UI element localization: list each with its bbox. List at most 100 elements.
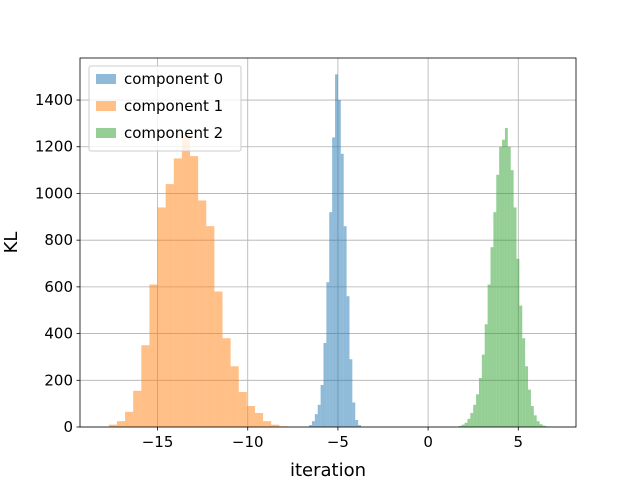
histogram-bar [513, 207, 517, 427]
histogram-bar [332, 137, 336, 427]
histogram-bar [530, 405, 534, 427]
y-tick-label: 1200 [35, 138, 73, 156]
histogram-bar [165, 184, 174, 427]
legend-label: component 2 [124, 124, 223, 142]
histogram-bar [309, 425, 312, 427]
y-tick-label: 600 [44, 278, 73, 296]
histogram-bar [314, 414, 318, 427]
histogram-bar [340, 153, 344, 427]
histogram-bar [504, 128, 508, 427]
histogram-bar [329, 212, 333, 427]
histogram-bar [125, 411, 134, 427]
histogram-bar [116, 421, 126, 427]
histogram-bar [467, 418, 471, 427]
legend: component 0 component 1 component 2 [88, 65, 242, 152]
histogram-bar [173, 158, 182, 427]
x-tick-label: 0 [423, 433, 433, 451]
histogram-bar [343, 226, 347, 427]
histogram-bar [214, 291, 223, 427]
histogram-bar [484, 324, 488, 427]
legend-swatch [96, 128, 116, 138]
series-2-bars [458, 128, 552, 428]
histogram-bar [487, 284, 491, 427]
histogram-bar [510, 170, 514, 428]
histogram-bar [481, 354, 485, 427]
histogram-bar [542, 425, 546, 427]
histogram-bar [461, 424, 465, 427]
y-tick-label: 400 [44, 325, 73, 343]
x-axis-ticks: −15 −10 −5 0 5 [142, 427, 523, 451]
histogram-bar [263, 421, 272, 427]
legend-label: component 1 [124, 97, 223, 115]
y-tick-label: 1000 [35, 184, 73, 202]
y-tick-label: 800 [44, 231, 73, 249]
histogram-bar [149, 284, 158, 427]
histogram-bar [335, 74, 338, 428]
histogram-bar [528, 389, 531, 427]
histogram-bar [478, 377, 482, 427]
y-tick-label: 200 [44, 371, 73, 389]
histogram-bar [317, 404, 321, 427]
histogram-bar [539, 424, 543, 427]
histogram-bar [271, 424, 280, 427]
legend-frame [88, 65, 242, 152]
x-tick-label: −10 [232, 433, 264, 451]
histogram-bar [349, 359, 353, 427]
histogram-bar [323, 342, 327, 427]
histogram-bar [522, 338, 526, 427]
histogram-bar [358, 425, 362, 427]
histogram-bar [533, 415, 537, 427]
y-tick-label: 1400 [35, 91, 73, 109]
histogram-bar [464, 422, 468, 427]
histogram-bar [141, 345, 150, 427]
histogram-bar [355, 419, 359, 427]
histogram-bar [476, 394, 479, 427]
histogram-bar [190, 156, 199, 427]
histogram-bar [516, 258, 520, 427]
histogram-bar [311, 421, 315, 427]
x-tick-label: −5 [327, 433, 349, 451]
series-0-bars [309, 74, 362, 428]
histogram-bar [493, 212, 497, 427]
plot-frame [79, 57, 577, 428]
y-axis-ticks: 0 200 400 600 800 1000 1200 1400 [35, 91, 80, 436]
histogram-bar [222, 338, 231, 427]
histogram-bar [525, 366, 529, 427]
histogram-bar [230, 366, 239, 427]
histogram-bar [326, 282, 330, 427]
histogram-bar [254, 412, 264, 427]
x-tick-label: −15 [142, 433, 174, 451]
legend-swatch [96, 101, 116, 111]
x-axis-label: iteration [290, 460, 366, 480]
legend-label: component 0 [124, 70, 223, 88]
histogram-bar [536, 421, 540, 427]
histogram-bar [337, 100, 341, 428]
legend-swatch [96, 74, 116, 84]
histogram-bar [198, 200, 207, 427]
histogram-bar [470, 412, 474, 427]
histogram-bar [496, 174, 500, 427]
histogram-bar [519, 305, 523, 427]
histogram-bar [346, 296, 350, 427]
histogram-bar [157, 207, 166, 427]
histogram-bars [108, 74, 552, 428]
histogram-bar [181, 132, 191, 427]
histogram-bar [108, 424, 117, 427]
histogram-bar [206, 226, 215, 427]
histogram-bar [320, 384, 324, 427]
histogram-bar [473, 404, 477, 427]
y-tick-label: 0 [63, 418, 73, 436]
histogram-bar [246, 405, 255, 427]
histogram-bar [352, 402, 356, 427]
histogram-bar [502, 139, 505, 427]
histogram-bar [507, 146, 511, 428]
series-1-bars [108, 132, 288, 427]
y-axis-label: KL [1, 232, 22, 254]
histogram-bar [458, 425, 462, 427]
histogram-bar [499, 146, 503, 428]
x-tick-label: 5 [514, 433, 524, 451]
histogram-bar [490, 247, 494, 427]
histogram-bar [133, 390, 142, 427]
histogram-bar [238, 391, 247, 427]
